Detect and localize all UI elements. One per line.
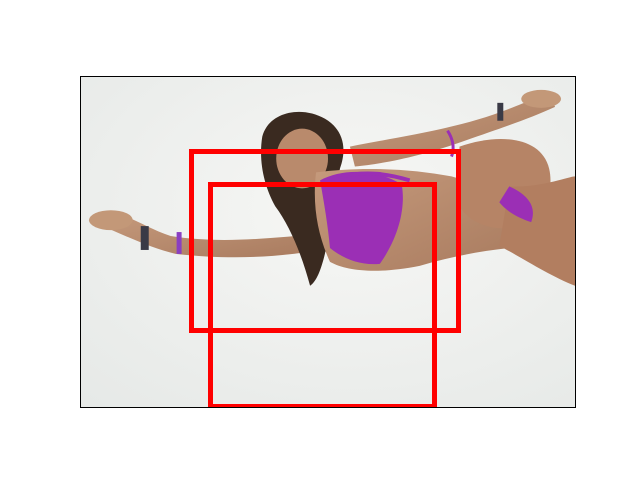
left-bracelet [140, 226, 149, 250]
image-axes-frame [80, 76, 576, 408]
bikini-top [320, 171, 403, 265]
face [276, 128, 328, 189]
bikini-bottom [499, 186, 533, 223]
photo-image [81, 77, 575, 407]
bikini-tie [446, 129, 455, 158]
left-arm [100, 212, 330, 258]
left-bracelet-purple [176, 232, 182, 254]
bikini-strap [341, 171, 411, 183]
right-arm [349, 94, 556, 167]
right-hand [521, 89, 562, 108]
right-bracelet [497, 102, 504, 121]
left-hand [88, 210, 133, 231]
